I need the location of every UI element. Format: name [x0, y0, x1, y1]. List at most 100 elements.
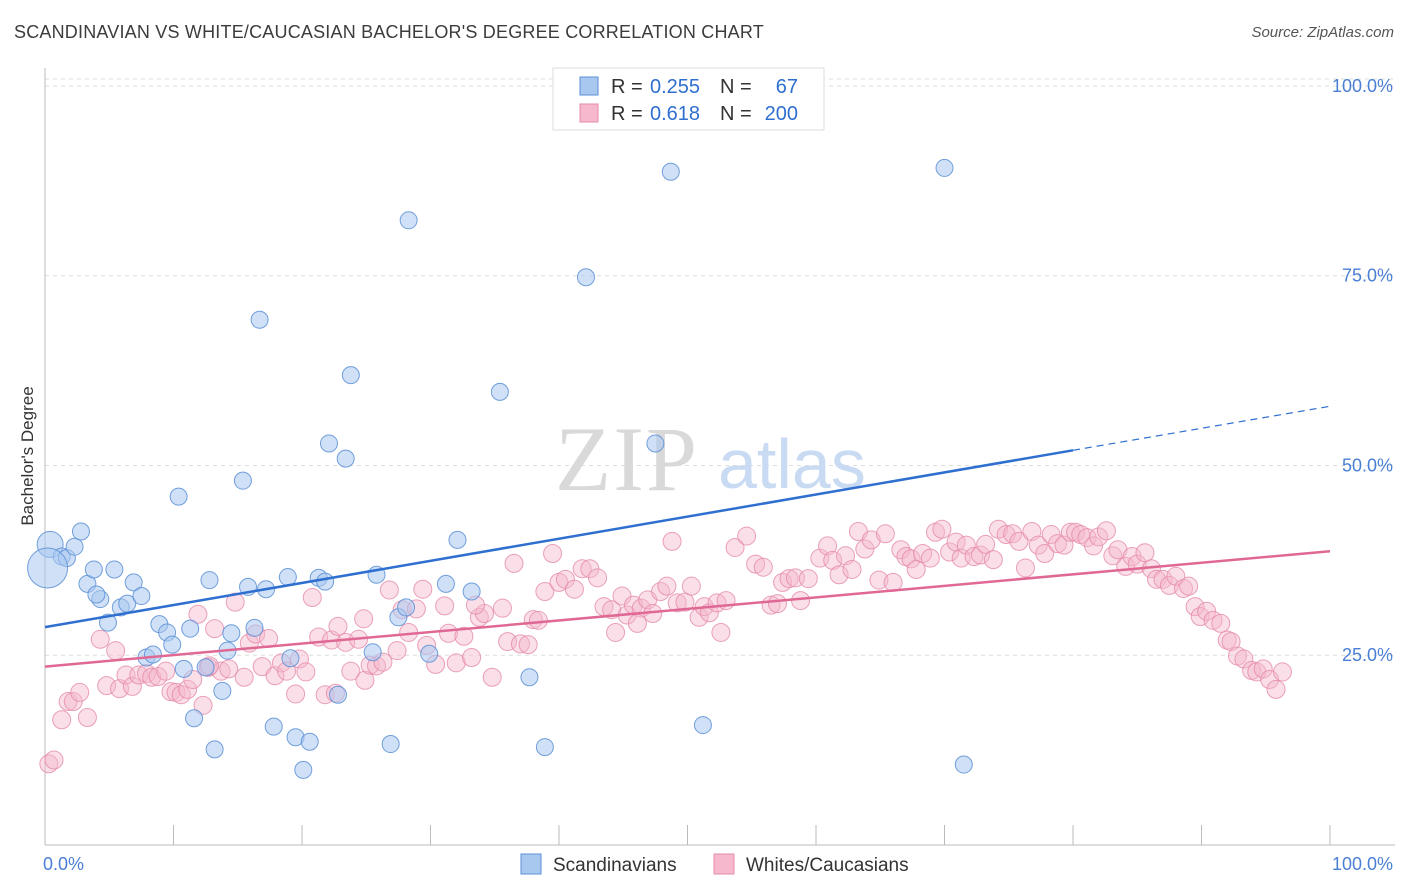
point-whites-caucasians: [302, 588, 322, 608]
y-tick-label: 75.0%: [1342, 266, 1393, 286]
point-whites-caucasians: [354, 609, 374, 629]
point-whites-caucasians: [1084, 536, 1104, 556]
point-scandinavians: [490, 382, 509, 401]
point-whites-caucasians: [142, 667, 162, 687]
point-whites-caucasians: [798, 569, 818, 589]
point-whites-caucasians: [1166, 566, 1186, 586]
point-scandinavians: [245, 618, 264, 637]
bottom-legend: Scandinavians Whites/Caucasians: [520, 853, 909, 876]
point-scandinavians: [181, 619, 200, 638]
point-whites-caucasians: [779, 569, 799, 589]
point-scandinavians: [316, 572, 335, 591]
legend-r-label-2: R =: [611, 103, 643, 125]
point-scandinavians: [278, 568, 297, 587]
point-scandinavians: [185, 709, 204, 728]
point-scandinavians: [300, 732, 319, 751]
point-whites-caucasians: [970, 545, 990, 565]
point-whites-caucasians: [896, 547, 916, 567]
point-whites-caucasians: [39, 754, 59, 774]
point-whites-caucasians: [379, 580, 399, 600]
point-scandinavians: [363, 643, 382, 662]
point-whites-caucasians: [205, 619, 225, 639]
point-whites-caucasians: [932, 519, 952, 539]
point-whites-caucasians: [70, 682, 90, 702]
point-whites-caucasians: [387, 641, 407, 661]
point-scandinavians: [281, 649, 300, 668]
legend-n-label-2: N =: [720, 103, 752, 125]
point-whites-caucasians: [446, 653, 466, 673]
point-whites-caucasians: [667, 593, 687, 613]
chart-title: SCANDINAVIAN VS WHITE/CAUCASIAN BACHELOR…: [14, 22, 764, 42]
legend-swatch-pink: [579, 103, 599, 123]
point-scandinavians: [420, 644, 439, 663]
point-whites-caucasians: [543, 544, 563, 564]
point-whites-caucasians: [588, 568, 608, 588]
legend-n-value-2: 200: [765, 103, 798, 125]
point-whites-caucasians: [1211, 613, 1231, 633]
point-scandinavians: [294, 760, 313, 779]
point-whites-caucasians: [225, 592, 245, 612]
point-scandinavians: [397, 598, 416, 617]
x-tick-labels: 0.0% 100.0%: [43, 854, 1393, 874]
point-whites-caucasians: [725, 537, 745, 557]
point-whites-caucasians: [829, 565, 849, 585]
point-whites-caucasians: [753, 557, 773, 577]
point-whites-caucasians: [1096, 521, 1116, 541]
y-tick-label: 25.0%: [1342, 645, 1393, 665]
point-whites-caucasians: [413, 579, 433, 599]
y-tick-label: 100.0%: [1332, 76, 1393, 96]
x-tick-label-max: 100.0%: [1332, 854, 1393, 874]
point-whites-caucasians: [651, 581, 671, 601]
point-scandinavians: [205, 740, 224, 759]
point-scandinavians: [520, 668, 539, 687]
point-whites-caucasians: [188, 604, 208, 624]
legend-r-value-2: 0.618: [650, 103, 700, 125]
point-scandinavians: [105, 560, 124, 579]
point-whites-caucasians: [435, 596, 455, 616]
point-whites-caucasians: [1066, 522, 1086, 542]
point-scandinavians: [328, 685, 347, 704]
svg-text:atlas: atlas: [718, 425, 866, 503]
point-scandinavians: [213, 681, 232, 700]
point-scandinavians: [132, 587, 151, 606]
point-whites-caucasians: [454, 626, 474, 646]
point-scandinavians: [448, 530, 467, 549]
legend: R = 0.255 N = 67 R = 0.618 N = 200: [552, 67, 825, 131]
legend-r-label-1: R =: [611, 76, 643, 98]
point-whites-caucasians: [193, 695, 213, 715]
point-scandinavians: [98, 613, 117, 632]
point-whites-caucasians: [657, 576, 677, 596]
point-whites-caucasians: [1203, 610, 1223, 630]
point-whites-caucasians: [940, 542, 960, 562]
point-scandinavians: [693, 716, 712, 735]
point-whites-caucasians: [462, 648, 482, 668]
point-whites-caucasians: [219, 659, 239, 679]
point-scandinavians: [646, 434, 665, 453]
point-scandinavians: [143, 645, 162, 664]
point-whites-caucasians: [52, 710, 72, 730]
trend-line-whites-caucasians: [44, 550, 1331, 668]
point-whites-caucasians: [341, 661, 361, 681]
point-scandinavians: [935, 158, 954, 177]
point-whites-caucasians: [1009, 531, 1029, 551]
point-whites-caucasians: [535, 581, 555, 601]
point-whites-caucasians: [711, 622, 731, 642]
point-scandinavians: [200, 571, 219, 590]
point-whites-caucasians: [1048, 534, 1068, 554]
point-whites-caucasians: [286, 684, 306, 704]
point-whites-caucasians: [976, 534, 996, 554]
point-whites-caucasians: [662, 531, 682, 551]
point-whites-caucasians: [627, 613, 647, 633]
point-whites-caucasians: [178, 679, 198, 699]
grid-lines: [45, 78, 1395, 656]
point-whites-caucasians: [1003, 524, 1023, 544]
series-whites-caucasians: [39, 519, 1292, 774]
chart-source: Source: ZipAtlas.com: [1251, 24, 1394, 41]
legend-n-label-1: N =: [720, 76, 752, 98]
point-whites-caucasians: [77, 707, 97, 727]
point-whites-caucasians: [156, 661, 176, 681]
point-scandinavians: [222, 624, 241, 643]
point-whites-caucasians: [482, 667, 502, 687]
point-scandinavians: [341, 366, 360, 385]
